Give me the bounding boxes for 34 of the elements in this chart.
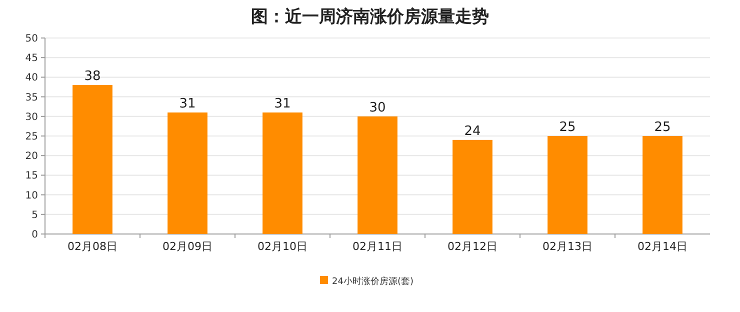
x-tick-label: 02月11日	[352, 240, 402, 253]
data-label: 31	[274, 96, 291, 112]
bar	[452, 140, 492, 234]
y-tick-label: 25	[25, 132, 38, 142]
data-label: 31	[179, 96, 196, 112]
data-label: 38	[84, 69, 101, 84]
x-tick-label: 02月10日	[258, 240, 308, 253]
x-tick-label: 02月13日	[542, 240, 592, 253]
y-tick-label: 15	[25, 170, 38, 182]
x-tick-label: 02月09日	[162, 240, 212, 253]
bar	[72, 85, 112, 234]
y-tick-label: 35	[25, 92, 38, 104]
x-tick-label: 02月08日	[68, 240, 118, 253]
chart-title: 图：近一周济南涨价房源量走势	[251, 7, 489, 27]
y-tick-label: 10	[25, 190, 38, 202]
x-tick-label: 02月12日	[448, 240, 498, 253]
x-tick-label: 02月14日	[638, 240, 688, 253]
legend-label: 24小时涨价房源(套)	[332, 276, 414, 287]
y-tick-label: 5	[32, 210, 38, 221]
data-label: 25	[654, 120, 671, 135]
y-tick-label: 0	[32, 230, 38, 240]
data-label: 25	[559, 120, 576, 135]
data-label: 24	[464, 124, 481, 139]
data-label: 30	[369, 100, 386, 116]
y-tick-label: 30	[25, 112, 38, 123]
bar	[358, 116, 398, 234]
y-tick-label: 40	[25, 72, 38, 84]
bar	[168, 112, 208, 234]
y-tick-label: 20	[25, 151, 38, 162]
bar	[642, 136, 682, 234]
y-tick-label: 50	[25, 34, 38, 44]
y-tick-label: 45	[25, 53, 38, 64]
bar	[548, 136, 588, 234]
bar	[262, 112, 302, 234]
